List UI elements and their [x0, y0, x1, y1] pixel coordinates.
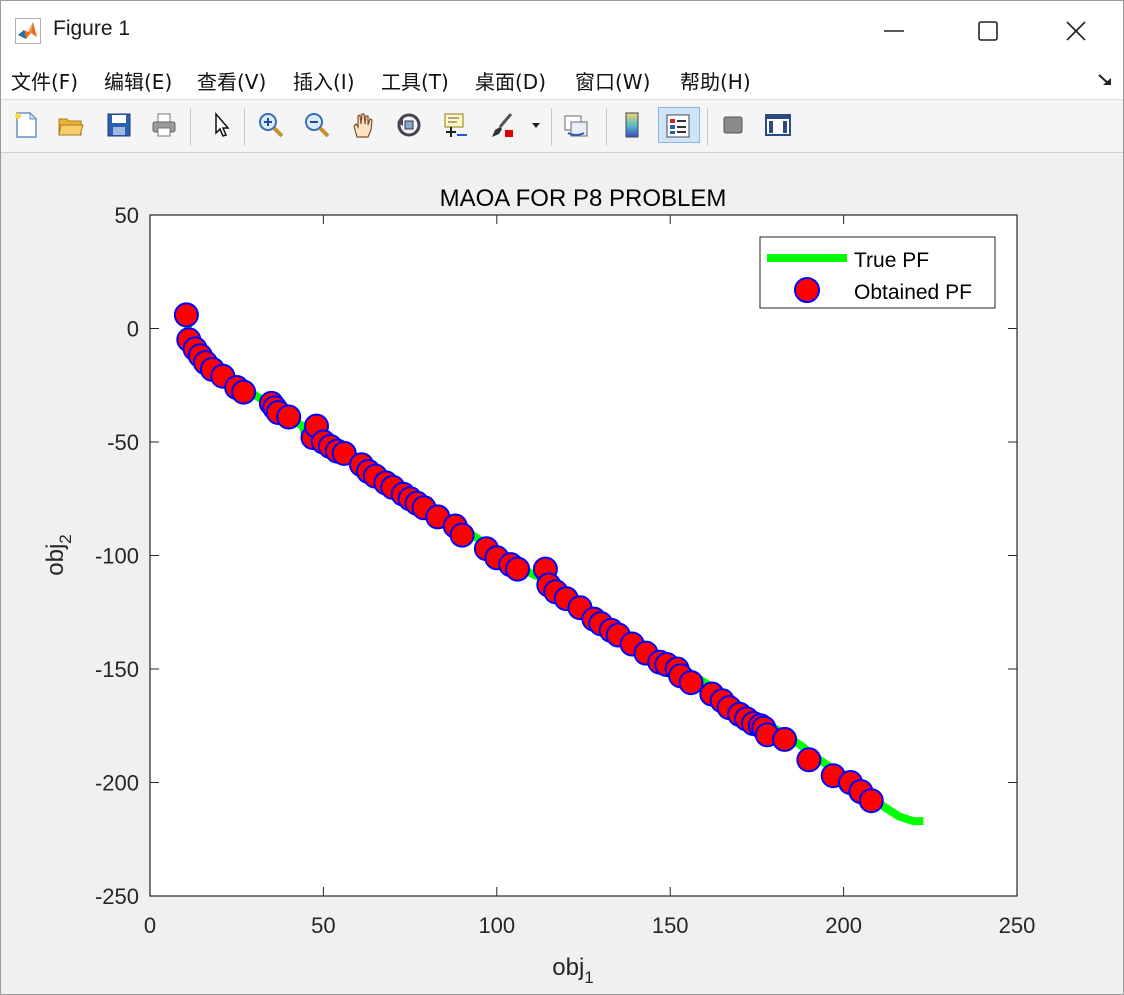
close-icon — [1066, 21, 1086, 41]
x-axis-label: obj1 — [552, 954, 594, 987]
menu-edit[interactable]: 编辑(E) — [104, 70, 173, 94]
brush-button[interactable] — [485, 107, 521, 143]
link-plot-icon — [564, 115, 588, 137]
menu-view[interactable]: 查看(V) — [197, 70, 267, 94]
close-button[interactable] — [1029, 1, 1123, 61]
brush-icon — [492, 113, 513, 137]
legend-true-pf-label: True PF — [854, 249, 929, 272]
legend-obtained-pf-label: Obtained PF — [854, 281, 972, 304]
edit-plot-button[interactable] — [203, 107, 239, 143]
x-tick-label: 150 — [652, 913, 689, 938]
title-bar[interactable]: Figure 1 — [1, 1, 1123, 61]
zoom-out-icon — [305, 113, 330, 138]
y-tick-label: 0 — [127, 317, 139, 342]
y-axis-label: obj2 — [42, 534, 75, 576]
data-cursor-icon — [444, 113, 467, 137]
brush-dropdown[interactable] — [525, 107, 547, 143]
edit-plot-arrow-icon — [215, 111, 230, 137]
zoom-in-button[interactable] — [253, 107, 289, 143]
zoom-in-icon — [259, 113, 284, 138]
rotate-3d-button[interactable] — [391, 107, 427, 143]
plot-area[interactable]: 0 50 100 150 200 250 50 0 -50 -100 -150 -200 -250 MA… — [1, 153, 1123, 994]
obtained-pf-point — [276, 404, 302, 430]
menu-tools[interactable]: 工具(T) — [381, 70, 449, 94]
toolbar-separator — [606, 108, 607, 146]
axes-background — [150, 215, 1017, 896]
colorbar-button[interactable] — [614, 107, 650, 143]
menu-help[interactable]: 帮助(H) — [680, 70, 751, 94]
x-tick-label: 250 — [999, 913, 1036, 938]
print-button[interactable] — [146, 107, 182, 143]
x-tick-label: 50 — [311, 913, 335, 938]
rotate-3d-icon — [397, 113, 421, 137]
toolbar-separator — [244, 108, 245, 146]
menu-window[interactable]: 窗口(W) — [575, 70, 651, 94]
minimize-icon — [884, 30, 904, 32]
hide-plot-tools-icon — [723, 116, 743, 134]
y-tick-label: -200 — [95, 771, 139, 796]
obtained-pf-point — [505, 556, 531, 582]
show-plot-tools-icon — [765, 114, 791, 136]
y-tick-label: 50 — [115, 203, 139, 228]
obtained-pf-point — [678, 670, 704, 696]
colorbar-icon — [625, 112, 639, 138]
zoom-out-button[interactable] — [299, 107, 335, 143]
matlab-logo-icon — [15, 18, 41, 44]
maximize-button[interactable] — [941, 1, 1035, 61]
link-plot-button[interactable] — [558, 107, 594, 143]
new-figure-icon — [15, 111, 38, 138]
obtained-pf-point — [796, 747, 822, 773]
figure-toolbar — [1, 100, 1123, 153]
obtained-pf-point — [858, 788, 884, 814]
y-tick-label: -250 — [95, 884, 139, 909]
x-tick-label: 0 — [144, 913, 156, 938]
show-plot-tools-button[interactable] — [760, 107, 796, 143]
menu-bar: 文件(F) 编辑(E) 查看(V) 插入(I) 工具(T) 桌面(D) 窗口(W… — [1, 61, 1123, 100]
brush-dropdown-icon — [532, 123, 540, 128]
data-cursor-button[interactable] — [437, 107, 473, 143]
obtained-pf-point — [331, 440, 357, 466]
obtained-pf-point — [231, 379, 257, 405]
legend-box — [759, 236, 996, 309]
toolbar-separator — [551, 108, 552, 146]
obtained-pf-point — [173, 302, 199, 328]
menu-desktop[interactable]: 桌面(D) — [475, 70, 547, 94]
pan-hand-icon — [353, 113, 373, 138]
y-tick-label: -100 — [95, 544, 139, 569]
legend[interactable]: True PF Obtained PF — [759, 236, 996, 309]
open-file-icon — [58, 118, 84, 136]
menu-file[interactable]: 文件(F) — [11, 70, 79, 94]
x-tick-label: 200 — [825, 913, 862, 938]
x-tick-label: 100 — [478, 913, 515, 938]
y-tick-label: -150 — [95, 657, 139, 682]
legend-icon — [666, 114, 690, 138]
print-icon — [152, 113, 176, 137]
save-button[interactable] — [101, 107, 137, 143]
minimize-button[interactable] — [847, 1, 941, 61]
pan-button[interactable] — [345, 107, 381, 143]
chart-title: MAOA FOR P8 PROBLEM — [440, 185, 727, 212]
open-file-button[interactable] — [53, 107, 89, 143]
new-figure-button[interactable] — [8, 107, 44, 143]
obtained-pf-point — [772, 726, 798, 752]
hide-plot-tools-button[interactable] — [715, 107, 751, 143]
toolbar-separator — [707, 108, 708, 146]
save-icon — [107, 113, 131, 137]
legend-obtained-pf-swatch — [794, 277, 820, 303]
window-title: Figure 1 — [53, 17, 131, 40]
obtained-pf-point — [449, 522, 475, 548]
menu-insert[interactable]: 插入(I) — [293, 70, 355, 94]
figure-canvas: 0 50 100 150 200 250 50 0 -50 -100 -150 -200 -250 MA… — [1, 153, 1123, 994]
dock-arrow-icon[interactable] — [1097, 73, 1113, 87]
toolbar-separator — [190, 108, 191, 146]
y-tick-label: -50 — [107, 430, 139, 455]
legend-button[interactable] — [658, 107, 700, 143]
maximize-icon — [978, 21, 998, 41]
